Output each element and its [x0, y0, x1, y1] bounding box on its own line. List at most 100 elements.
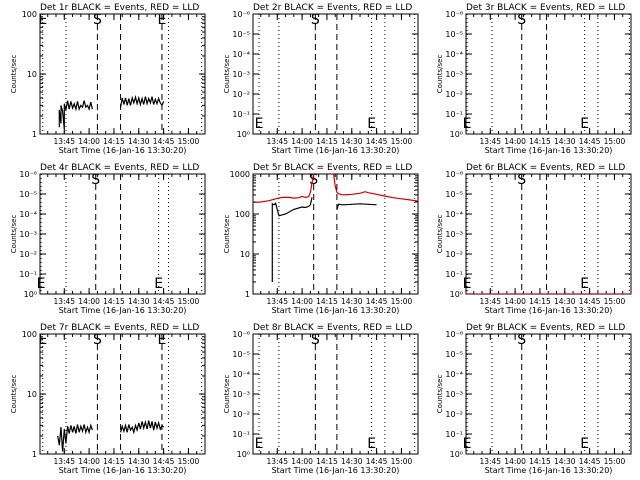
panel-title: Det 1r BLACK = Events, RED = LLD — [40, 3, 199, 13]
x-tick-label: 14:30 — [128, 137, 150, 146]
y-tick-label: 10⁻³ — [445, 230, 463, 239]
y-tick-label: 10⁻⁵ — [19, 190, 37, 199]
event-marker-label: S — [517, 172, 526, 188]
x-axis-label: Start Time (16-Jan-16 13:30:20) — [485, 466, 613, 475]
x-axis-label: Start Time (16-Jan-16 13:30:20) — [272, 306, 400, 315]
detector-panel-1: Det 1r BLACK = Events, RED = LLD 1 10 100 Co… — [10, 3, 206, 155]
y-axis-label: Counts/sec — [223, 215, 231, 254]
y-tick-label: 10⁻² — [232, 90, 250, 99]
x-tick-label: 14:15 — [316, 457, 338, 466]
y-tick-label: 10⁻³ — [19, 230, 37, 239]
x-tick-label: 13:45 — [53, 297, 75, 306]
x-tick-label: 14:45 — [153, 137, 175, 146]
y-tick-label: 10⁻⁴ — [19, 210, 37, 219]
y-tick-label: 10⁻¹ — [445, 270, 463, 279]
panel-title: Det 5r BLACK = Events, RED = LLD — [253, 163, 412, 173]
panel-title: Det 8r BLACK = Events, RED = LLD — [253, 323, 412, 333]
x-tick-label: 15:00 — [178, 297, 200, 306]
x-tick-label: 14:30 — [341, 297, 363, 306]
plot-frame — [465, 173, 632, 295]
y-tick-label: 10⁻² — [445, 90, 463, 99]
event-marker-label: E — [38, 12, 47, 28]
x-tick-label: 14:00 — [78, 297, 100, 306]
y-tick-label: 10⁻² — [19, 250, 37, 259]
y-tick-label: 100 — [22, 330, 37, 339]
y-tick-label: 10⁻⁵ — [445, 190, 463, 199]
y-tick-label: 1 — [245, 290, 250, 299]
lld-series-line — [253, 174, 315, 203]
x-tick-label: 14:45 — [366, 457, 388, 466]
y-tick-label: 10⁰ — [450, 450, 463, 459]
event-marker-label: E — [463, 276, 472, 292]
x-tick-label: 14:30 — [128, 297, 150, 306]
event-marker-label: S — [309, 172, 318, 188]
event-marker-label: E — [158, 12, 167, 28]
x-tick-label: 14:45 — [579, 137, 601, 146]
x-tick-label: 13:45 — [479, 137, 501, 146]
event-marker-label: E — [154, 276, 163, 292]
y-tick-label: 10⁰ — [450, 130, 463, 139]
events-series-line — [336, 203, 377, 210]
detector-panel-7: Det 7r BLACK = Events, RED = LLD 1 10 100 Co… — [10, 323, 206, 475]
x-tick-label: 15:00 — [178, 457, 200, 466]
event-marker-label: S — [91, 172, 100, 188]
x-tick-label: 14:00 — [291, 297, 313, 306]
event-marker-label: S — [311, 332, 320, 348]
y-tick-label: 10 — [27, 390, 37, 399]
x-tick-label: 14:00 — [291, 137, 313, 146]
y-tick-label: 10⁻³ — [232, 70, 250, 79]
lld-series-line — [333, 174, 418, 202]
y-tick-label: 10⁻⁴ — [445, 50, 463, 59]
x-tick-label: 14:30 — [341, 137, 363, 146]
y-axis-label: Counts/sec — [223, 375, 231, 414]
x-axis-label: Start Time (16-Jan-16 13:30:20) — [59, 146, 187, 155]
event-marker-label: S — [311, 12, 320, 28]
x-tick-label: 14:15 — [529, 457, 551, 466]
x-tick-label: 14:00 — [504, 457, 526, 466]
x-axis-label: Start Time (16-Jan-16 13:30:20) — [485, 146, 613, 155]
event-marker-label: E — [580, 276, 589, 292]
x-tick-label: 14:45 — [153, 457, 175, 466]
x-tick-label: 14:30 — [554, 137, 576, 146]
y-tick-label: 10⁻⁶ — [445, 10, 463, 19]
panel-title: Det 3r BLACK = Events, RED = LLD — [466, 3, 625, 13]
y-tick-label: 10⁻⁵ — [445, 30, 463, 39]
event-marker-label: S — [517, 12, 526, 28]
x-tick-label: 13:45 — [266, 137, 288, 146]
x-tick-label: 14:15 — [316, 137, 338, 146]
y-axis-label: Counts/sec — [10, 215, 18, 254]
event-marker-label: E — [255, 116, 264, 132]
event-marker-label: E — [255, 436, 264, 452]
x-tick-label: 13:45 — [53, 137, 75, 146]
panel-title: Det 6r BLACK = Events, RED = LLD — [466, 163, 625, 173]
y-tick-label: 10⁻³ — [445, 390, 463, 399]
y-tick-label: 10⁻¹ — [445, 430, 463, 439]
x-tick-label: 13:45 — [266, 297, 288, 306]
y-tick-label: 10⁰ — [237, 450, 250, 459]
x-tick-label: 14:00 — [78, 457, 100, 466]
x-tick-label: 14:30 — [341, 457, 363, 466]
detector-panel-2: Det 2r BLACK = Events, RED = LLD 10⁰ 10⁻¹ 1… — [223, 3, 419, 155]
y-tick-label: 10⁰ — [237, 130, 250, 139]
x-axis-label: Start Time (16-Jan-16 13:30:20) — [272, 466, 400, 475]
y-tick-label: 10⁻³ — [445, 70, 463, 79]
y-tick-label: 10⁻¹ — [232, 430, 250, 439]
x-tick-label: 14:45 — [579, 457, 601, 466]
panel-title: Det 9r BLACK = Events, RED = LLD — [466, 323, 625, 333]
y-tick-label: 10⁻² — [445, 250, 463, 259]
panel-title: Det 7r BLACK = Events, RED = LLD — [40, 323, 199, 333]
y-tick-label: 10⁻² — [445, 410, 463, 419]
y-axis-label: Counts/sec — [223, 55, 231, 94]
event-marker-label: E — [580, 436, 589, 452]
x-tick-label: 14:00 — [504, 137, 526, 146]
x-tick-label: 14:15 — [103, 457, 125, 466]
y-tick-label: 10⁻⁶ — [445, 170, 463, 179]
plot-frame — [465, 333, 632, 455]
x-tick-label: 14:15 — [103, 137, 125, 146]
y-tick-label: 10⁻⁶ — [232, 330, 250, 339]
y-tick-label: 10⁻¹ — [19, 270, 37, 279]
event-marker-label: S — [517, 332, 526, 348]
y-tick-label: 100 — [22, 10, 37, 19]
event-marker-label: E — [463, 116, 472, 132]
event-marker-label: E — [38, 332, 47, 348]
